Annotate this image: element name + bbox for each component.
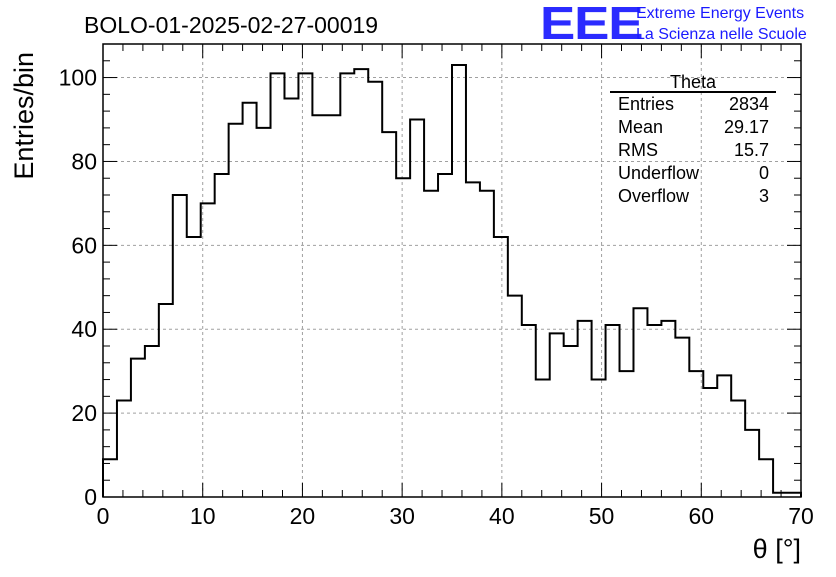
histogram-bin (508, 296, 522, 497)
histogram-bin (494, 237, 508, 497)
histogram-bin (284, 99, 298, 497)
x-tick-label: 10 (190, 503, 216, 529)
histogram-bin (647, 325, 661, 497)
histogram-bin (620, 371, 634, 497)
x-tick-label: 0 (97, 503, 110, 529)
y-tick-label: 100 (59, 65, 97, 91)
histogram-bin (103, 459, 117, 497)
x-axis-label: θ [°] (753, 534, 801, 564)
histogram-bin (452, 65, 466, 497)
chart-title: BOLO-01-2025-02-27-00019 (84, 12, 378, 38)
histogram-bin (117, 401, 131, 497)
eee-logo-line2: La Scienza nelle Scuole (636, 26, 807, 43)
stats-overflow-label: Overflow (618, 186, 690, 206)
histogram-bin (703, 388, 717, 497)
histogram-bin (396, 178, 410, 497)
y-axis-label: Entries/bin (9, 52, 39, 180)
histogram-bin (550, 333, 564, 497)
histogram-bin (745, 430, 759, 497)
y-tick-label: 0 (84, 484, 97, 510)
histogram-bars (102, 63, 802, 498)
eee-logo-mark: EEE (540, 0, 644, 49)
histogram-bin (382, 132, 396, 497)
x-tick-label: 70 (788, 503, 814, 529)
axes (102, 43, 802, 498)
stats-rms-label: RMS (618, 140, 658, 160)
stats-entries-value: 2834 (729, 94, 769, 114)
histogram-bin (131, 359, 145, 497)
histogram-bin (410, 120, 424, 498)
x-tick-label: 50 (589, 503, 615, 529)
histogram-bin (480, 191, 494, 497)
stats-mean-value: 29.17 (724, 117, 769, 137)
histogram-bin (159, 304, 173, 497)
y-tick-label: 60 (71, 232, 97, 258)
y-tick-label: 20 (71, 400, 97, 426)
histogram-bin (536, 380, 550, 497)
histogram-bin (466, 182, 480, 497)
stats-entries-label: Entries (618, 94, 674, 114)
stats-title: Theta (670, 72, 717, 92)
histogram-bin (438, 174, 452, 497)
histogram-bin (187, 237, 201, 497)
eee-logo: EEE Extreme Energy Events La Scienza nel… (540, 0, 830, 49)
histogram-bin (592, 380, 606, 497)
histogram-bin (257, 128, 271, 497)
histogram-bin (229, 124, 243, 497)
x-tick-label: 40 (489, 503, 515, 529)
histogram-bin (326, 115, 340, 497)
stats-box: Theta Entries 2834 Mean 29.17 RMS 15.7 U… (610, 72, 776, 206)
histogram-bin (312, 115, 326, 497)
stats-rms-value: 15.7 (734, 140, 769, 160)
x-tick-label: 30 (389, 503, 415, 529)
histogram-bin (354, 69, 368, 497)
plot-frame (102, 43, 802, 498)
y-tick-label: 40 (71, 316, 97, 342)
x-tick-label: 20 (290, 503, 316, 529)
histogram-bin (606, 325, 620, 497)
histogram-bin (564, 346, 578, 497)
y-tick-label: 80 (71, 148, 97, 174)
histogram-bin (578, 321, 592, 497)
histogram-bin (633, 308, 647, 497)
histogram-bin (173, 195, 187, 497)
histogram-step-line (102, 63, 802, 497)
histogram-bin (340, 73, 354, 497)
histogram-bin (298, 73, 312, 497)
histogram-bin (215, 174, 229, 497)
eee-logo-line1: Extreme Energy Events (636, 5, 805, 22)
stats-underflow-label: Underflow (618, 163, 700, 183)
histogram-bin (717, 375, 731, 497)
stats-overflow-value: 3 (759, 186, 769, 206)
histogram-bin (675, 338, 689, 497)
histogram-bin (145, 346, 159, 497)
stats-mean-label: Mean (618, 117, 663, 137)
histogram-bin (271, 73, 285, 497)
histogram-bin (731, 401, 745, 497)
histogram-bin (424, 191, 438, 497)
x-tick-label: 60 (688, 503, 714, 529)
histogram-bin (661, 321, 675, 497)
stats-underflow-value: 0 (759, 163, 769, 183)
histogram-bin (368, 82, 382, 497)
histogram-bin (522, 325, 536, 497)
